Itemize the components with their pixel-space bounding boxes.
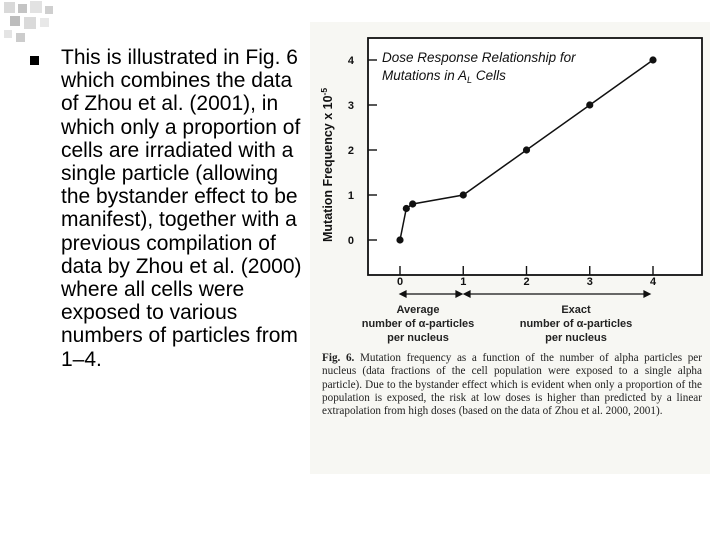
x-tick-label-1: 1 <box>460 276 466 288</box>
data-point-1 <box>402 204 410 213</box>
data-point-6 <box>649 56 657 64</box>
average-label-line1: Average <box>396 304 439 316</box>
chart-title-line2: Mutations in AL Cells <box>382 68 506 85</box>
chart-title-line1: Dose Response Relationship for <box>382 50 576 65</box>
average-label-line3: per nucleus <box>387 332 449 344</box>
average-range-arrow <box>398 290 464 298</box>
plot-frame <box>367 37 703 276</box>
dose-response-chart: Dose Response Relationship for Mutations… <box>319 37 703 344</box>
data-points <box>396 56 657 244</box>
y-tick-label-4: 4 <box>348 55 355 67</box>
bullet-text: This is illustrated in Fig. 6 which comb… <box>61 46 302 371</box>
decorative-squares <box>4 1 53 42</box>
exact-label-line3: per nucleus <box>545 332 607 344</box>
caption-text: Mutation frequency as a function of the … <box>322 352 702 418</box>
data-point-0 <box>396 236 404 244</box>
exact-label-line1: Exact <box>561 304 591 316</box>
y-tick-label-1: 1 <box>348 190 354 202</box>
x-tick-label-3: 3 <box>587 276 593 288</box>
average-label-line2: number of α-particles <box>362 318 475 330</box>
data-point-4 <box>522 146 531 154</box>
x-tick-label-4: 4 <box>650 276 657 288</box>
y-axis-label: Mutation Frequency x 10-5 <box>319 88 335 242</box>
data-point-3 <box>459 191 467 199</box>
figure-caption: Fig. 6. Mutation frequency as a function… <box>322 352 702 418</box>
data-point-5 <box>586 101 594 109</box>
y-axis-ticks: 0 1 2 3 4 <box>348 55 377 247</box>
data-point-2 <box>409 200 417 208</box>
x-axis-ticks: 0 1 2 3 4 <box>397 266 657 288</box>
bullet-square-icon <box>30 56 39 65</box>
x-tick-label-0: 0 <box>397 276 403 288</box>
y-tick-label-0: 0 <box>348 235 354 247</box>
caption-label: Fig. 6. <box>322 352 355 364</box>
y-tick-label-2: 2 <box>348 145 354 157</box>
figure-6: Dose Response Relationship for Mutations… <box>310 22 710 474</box>
y-tick-label-3: 3 <box>348 100 354 112</box>
x-tick-label-2: 2 <box>523 276 529 288</box>
exact-label-line2: number of α-particles <box>520 318 633 330</box>
exact-range-arrow <box>462 290 652 298</box>
